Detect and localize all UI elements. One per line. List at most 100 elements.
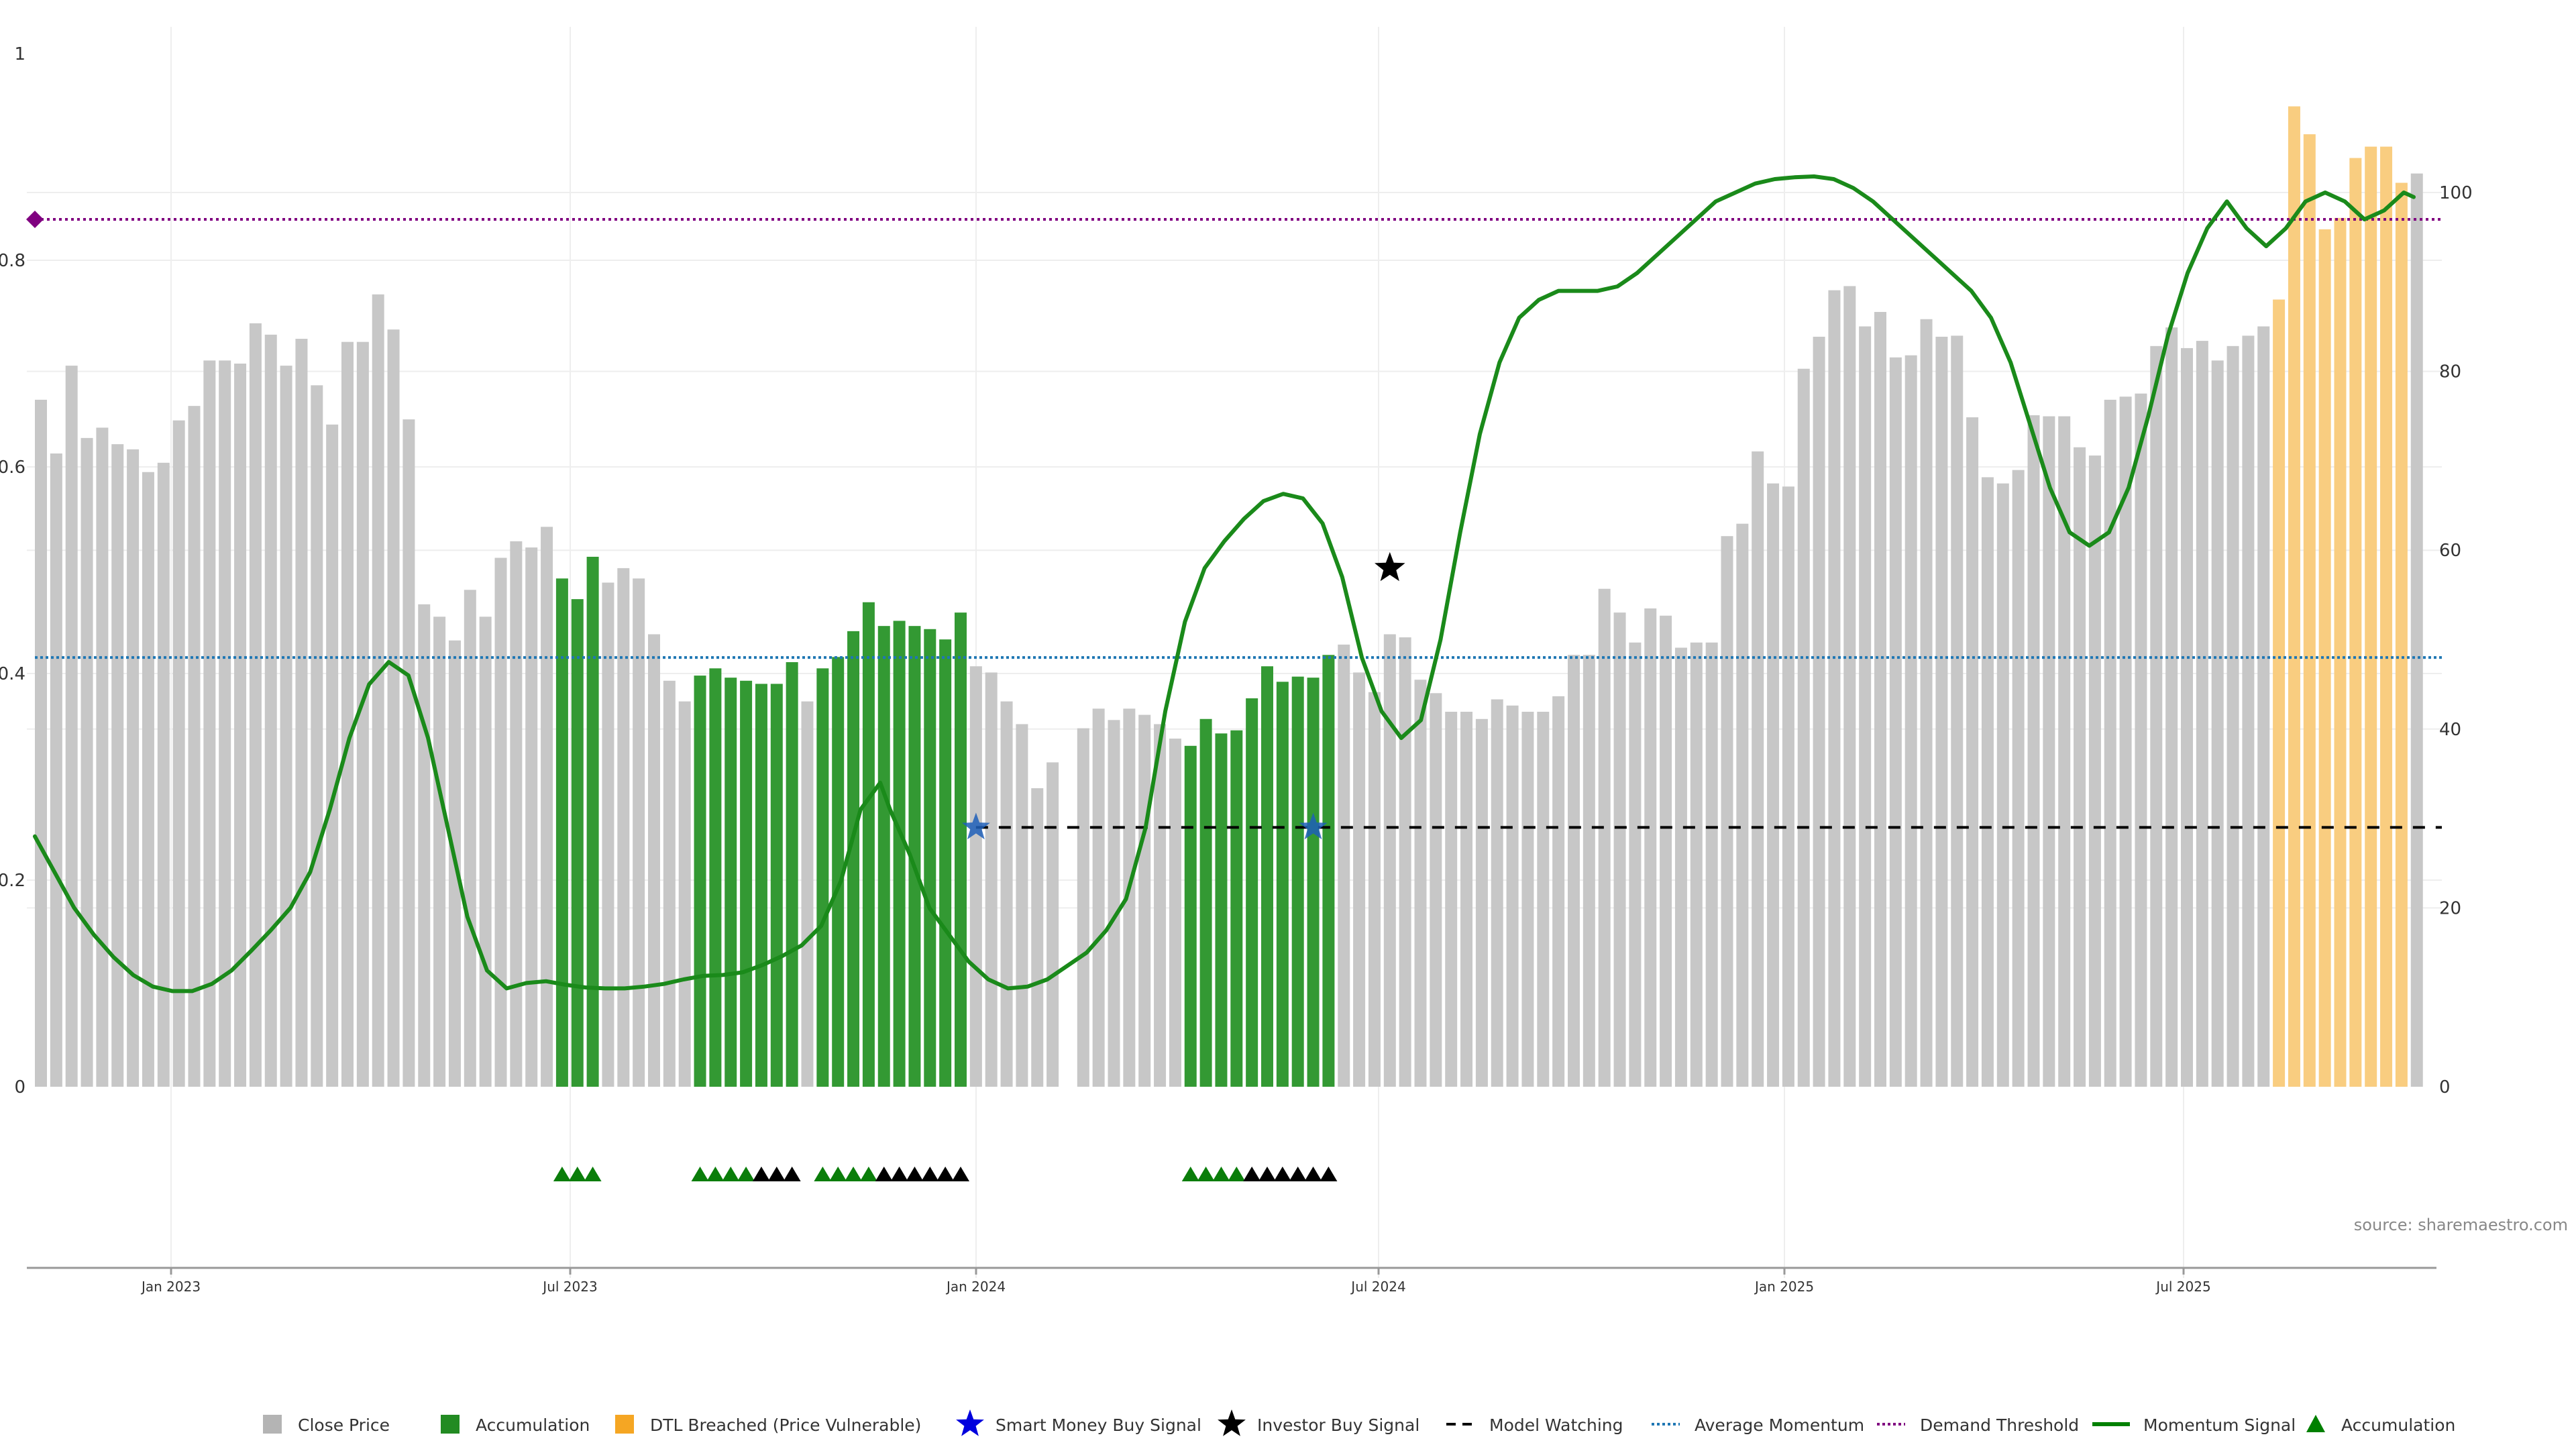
bar [678, 701, 691, 1087]
bar [724, 678, 737, 1087]
legend-star-icon [956, 1409, 984, 1436]
bar [816, 668, 829, 1087]
bar [1767, 483, 1780, 1087]
right-axis-tick-label: 80 [2439, 362, 2461, 382]
bar [2380, 146, 2393, 1087]
bar [1154, 724, 1167, 1087]
bar [1138, 714, 1151, 1087]
bar [264, 334, 277, 1087]
bar [755, 684, 767, 1087]
bar [1782, 486, 1794, 1087]
bar [924, 629, 936, 1087]
bar [1996, 483, 2009, 1087]
bar [1169, 739, 1181, 1087]
bar [1721, 536, 1733, 1087]
bar [2074, 447, 2086, 1087]
right-axis-tick-label: 0 [2439, 1077, 2451, 1097]
bar [2257, 326, 2270, 1087]
accumulation-triangle-black [906, 1167, 924, 1181]
accumulation-triangle-black [875, 1167, 893, 1181]
legend: Close Price Accumulation DTL Breached (Pri… [263, 1409, 2455, 1436]
reference-lines [26, 210, 2442, 829]
legend-label: Average Momentum [1695, 1415, 1864, 1435]
accumulation-triangle-black [890, 1167, 908, 1181]
bar [157, 462, 170, 1087]
bar [2012, 470, 2025, 1087]
bar [1629, 642, 1642, 1087]
bar [2318, 229, 2331, 1087]
signal-markers [961, 551, 1405, 840]
bar [2410, 173, 2423, 1087]
bar [1889, 357, 1902, 1087]
right-axis-tick-label: 60 [2439, 541, 2461, 561]
bar [1108, 720, 1120, 1087]
bar [1077, 728, 1089, 1087]
bar [1215, 733, 1228, 1087]
bar [2395, 182, 2408, 1087]
bar [1491, 699, 1503, 1087]
bar [709, 668, 722, 1087]
bar [2226, 345, 2239, 1087]
bar [1966, 417, 1979, 1087]
accumulation-triangles [553, 1167, 1338, 1181]
bar [219, 360, 231, 1087]
accumulation-triangle-black [1273, 1167, 1291, 1181]
bar [372, 294, 384, 1087]
legend-item: DTL Breached (Price Vulnerable) [615, 1415, 921, 1435]
axes: 0 0.2 0.4 0.6 0.8 1 0 20 40 60 80 100 Jan 2023 Jul 20… [0, 44, 2473, 1295]
bar [2242, 335, 2255, 1087]
bar [1506, 705, 1519, 1087]
bar [617, 568, 630, 1087]
bar [203, 360, 216, 1087]
bar [2211, 360, 2224, 1087]
bar [1475, 718, 1488, 1087]
bar [1184, 745, 1197, 1087]
bar [1568, 655, 1580, 1087]
bar [356, 341, 369, 1087]
bar [1031, 788, 1044, 1087]
accumulation-triangle [553, 1167, 571, 1181]
accumulation-triangle [1228, 1167, 1246, 1181]
bar [1904, 355, 1917, 1087]
bar [893, 621, 906, 1087]
bar [1460, 711, 1473, 1087]
bar [1291, 676, 1304, 1087]
legend-swatch [615, 1415, 634, 1434]
accumulation-triangle-black [1258, 1167, 1276, 1181]
date-tick-label: Jan 2023 [140, 1279, 201, 1295]
bar [1092, 708, 1105, 1087]
legend-label: Close Price [298, 1415, 390, 1435]
legend-label: DTL Breached (Price Vulnerable) [650, 1415, 921, 1435]
bar [111, 444, 124, 1087]
bar [694, 676, 706, 1087]
bar [801, 701, 814, 1087]
bar [311, 385, 323, 1087]
bar [985, 672, 998, 1087]
accumulation-triangle-black [783, 1167, 801, 1181]
legend-item: Close Price [263, 1415, 390, 1435]
accumulation-triangle-black [936, 1167, 955, 1181]
bar [1199, 718, 1212, 1087]
left-axis-tick-label: 0 [14, 1077, 25, 1097]
bar [35, 399, 47, 1087]
date-tick-label: Jan 2025 [1754, 1279, 1814, 1295]
bar [1674, 647, 1687, 1087]
bar [1322, 655, 1335, 1087]
bar [2058, 416, 2071, 1087]
demand-threshold-marker [26, 210, 44, 228]
bar [525, 547, 538, 1087]
bar [1705, 642, 1718, 1087]
bar [433, 616, 446, 1087]
bar [1430, 693, 1442, 1087]
bar [1276, 682, 1289, 1087]
legend-item: Accumulation [2306, 1415, 2455, 1435]
bar [602, 582, 614, 1087]
bar [648, 634, 660, 1087]
smart-money-buy-signal-star [961, 812, 990, 840]
investor-buy-signal-star [1375, 551, 1405, 582]
bar [939, 639, 952, 1087]
bar [326, 424, 339, 1087]
left-axis-tick-label: 0.6 [0, 458, 25, 478]
bar [1660, 615, 1672, 1087]
